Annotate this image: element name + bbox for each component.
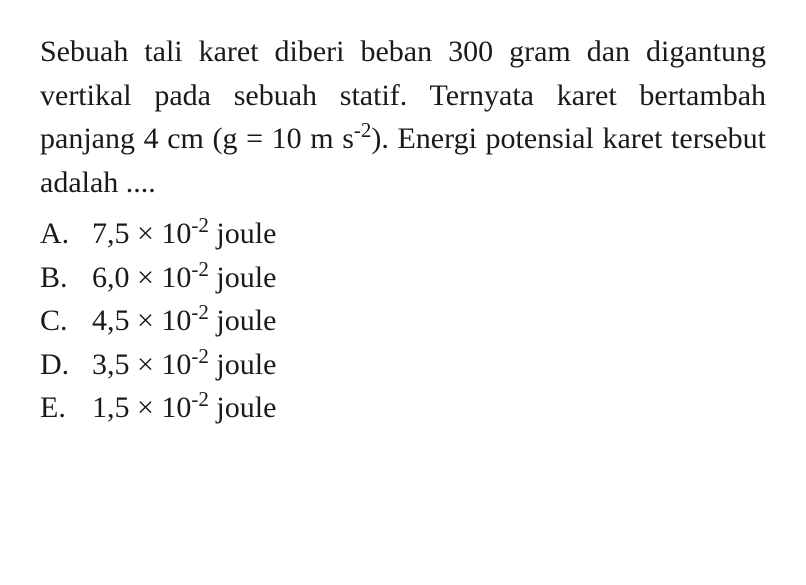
option-value-exp: -2 <box>191 213 209 237</box>
option-letter: A. <box>40 212 92 256</box>
option-item-d: D. 3,5 × 10-2 joule <box>40 343 766 387</box>
option-value: 1,5 × 10-2 joule <box>92 386 766 430</box>
option-value-exp: -2 <box>191 344 209 368</box>
option-value: 4,5 × 10-2 joule <box>92 299 766 343</box>
option-value: 3,5 × 10-2 joule <box>92 343 766 387</box>
question-line4-post: ). Energi potensial <box>371 122 593 155</box>
question-line1: Sebuah tali karet diberi beban 300 gram <box>40 35 571 68</box>
option-letter: E. <box>40 386 92 430</box>
option-value-pre: 3,5 × 10 <box>92 348 191 381</box>
option-letter: C. <box>40 299 92 343</box>
option-value-exp: -2 <box>191 300 209 324</box>
option-value-post: joule <box>209 261 277 294</box>
option-value-exp: -2 <box>191 257 209 281</box>
option-item-a: A. 7,5 × 10-2 joule <box>40 212 766 256</box>
option-value-post: joule <box>209 304 277 337</box>
question-container: Sebuah tali karet diberi beban 300 gram … <box>40 30 766 430</box>
option-value-post: joule <box>209 348 277 381</box>
option-value-post: joule <box>209 391 277 424</box>
options-list: A. 7,5 × 10-2 joule B. 6,0 × 10-2 joule … <box>40 212 766 430</box>
option-value-pre: 1,5 × 10 <box>92 391 191 424</box>
option-item-c: C. 4,5 × 10-2 joule <box>40 299 766 343</box>
option-letter: D. <box>40 343 92 387</box>
option-item-e: E. 1,5 × 10-2 joule <box>40 386 766 430</box>
option-item-b: B. 6,0 × 10-2 joule <box>40 256 766 300</box>
option-value: 7,5 × 10-2 joule <box>92 212 766 256</box>
option-value-pre: 6,0 × 10 <box>92 261 191 294</box>
option-value-exp: -2 <box>191 387 209 411</box>
question-line4-pre: 4 cm (g = 10 m s <box>144 122 354 155</box>
question-line4-exp: -2 <box>354 118 372 142</box>
option-letter: B. <box>40 256 92 300</box>
option-value-pre: 7,5 × 10 <box>92 217 191 250</box>
question-text: Sebuah tali karet diberi beban 300 gram … <box>40 30 766 204</box>
option-value: 6,0 × 10-2 joule <box>92 256 766 300</box>
option-value-post: joule <box>209 217 277 250</box>
option-value-pre: 4,5 × 10 <box>92 304 191 337</box>
